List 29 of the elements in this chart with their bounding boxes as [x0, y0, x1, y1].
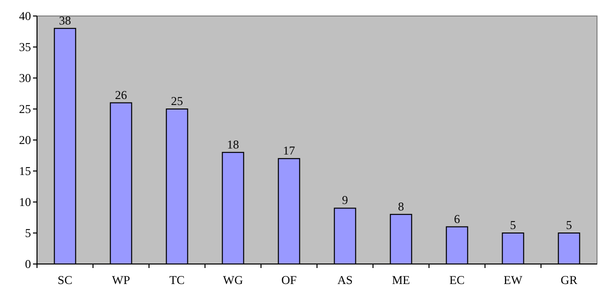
y-tick-label: 35: [19, 40, 31, 54]
x-tick-label: ME: [392, 273, 410, 287]
data-label: 25: [171, 94, 183, 108]
y-tick-label: 30: [19, 71, 31, 86]
y-tick-label: 10: [19, 195, 31, 210]
x-tick-label: TC: [169, 273, 185, 287]
x-tick-label: GR: [560, 273, 578, 287]
data-label: 17: [283, 144, 295, 158]
y-tick-label: 15: [19, 164, 31, 178]
x-tick-label: EW: [504, 273, 523, 287]
x-tick-label: AS: [337, 273, 353, 287]
x-tick-label: SC: [58, 273, 72, 287]
y-tick-label: 5: [25, 226, 31, 240]
x-tick-label: EC: [449, 273, 465, 287]
y-tick-label: 40: [19, 9, 31, 24]
data-label: 5: [566, 218, 572, 232]
data-label: 5: [510, 218, 516, 232]
data-label: 38: [59, 13, 71, 28]
data-label: 26: [115, 88, 127, 102]
y-tick-label: 0: [25, 257, 31, 272]
data-label: 9: [342, 193, 348, 208]
y-tick-label: 20: [19, 133, 31, 148]
x-tick-label: OF: [281, 273, 297, 287]
x-tick-label: WP: [112, 273, 130, 287]
x-tick-label: WG: [223, 273, 244, 287]
y-tick-label: 25: [19, 102, 31, 116]
data-label: 6: [454, 212, 460, 226]
data-label: 18: [227, 137, 239, 152]
data-label: 8: [398, 199, 404, 214]
